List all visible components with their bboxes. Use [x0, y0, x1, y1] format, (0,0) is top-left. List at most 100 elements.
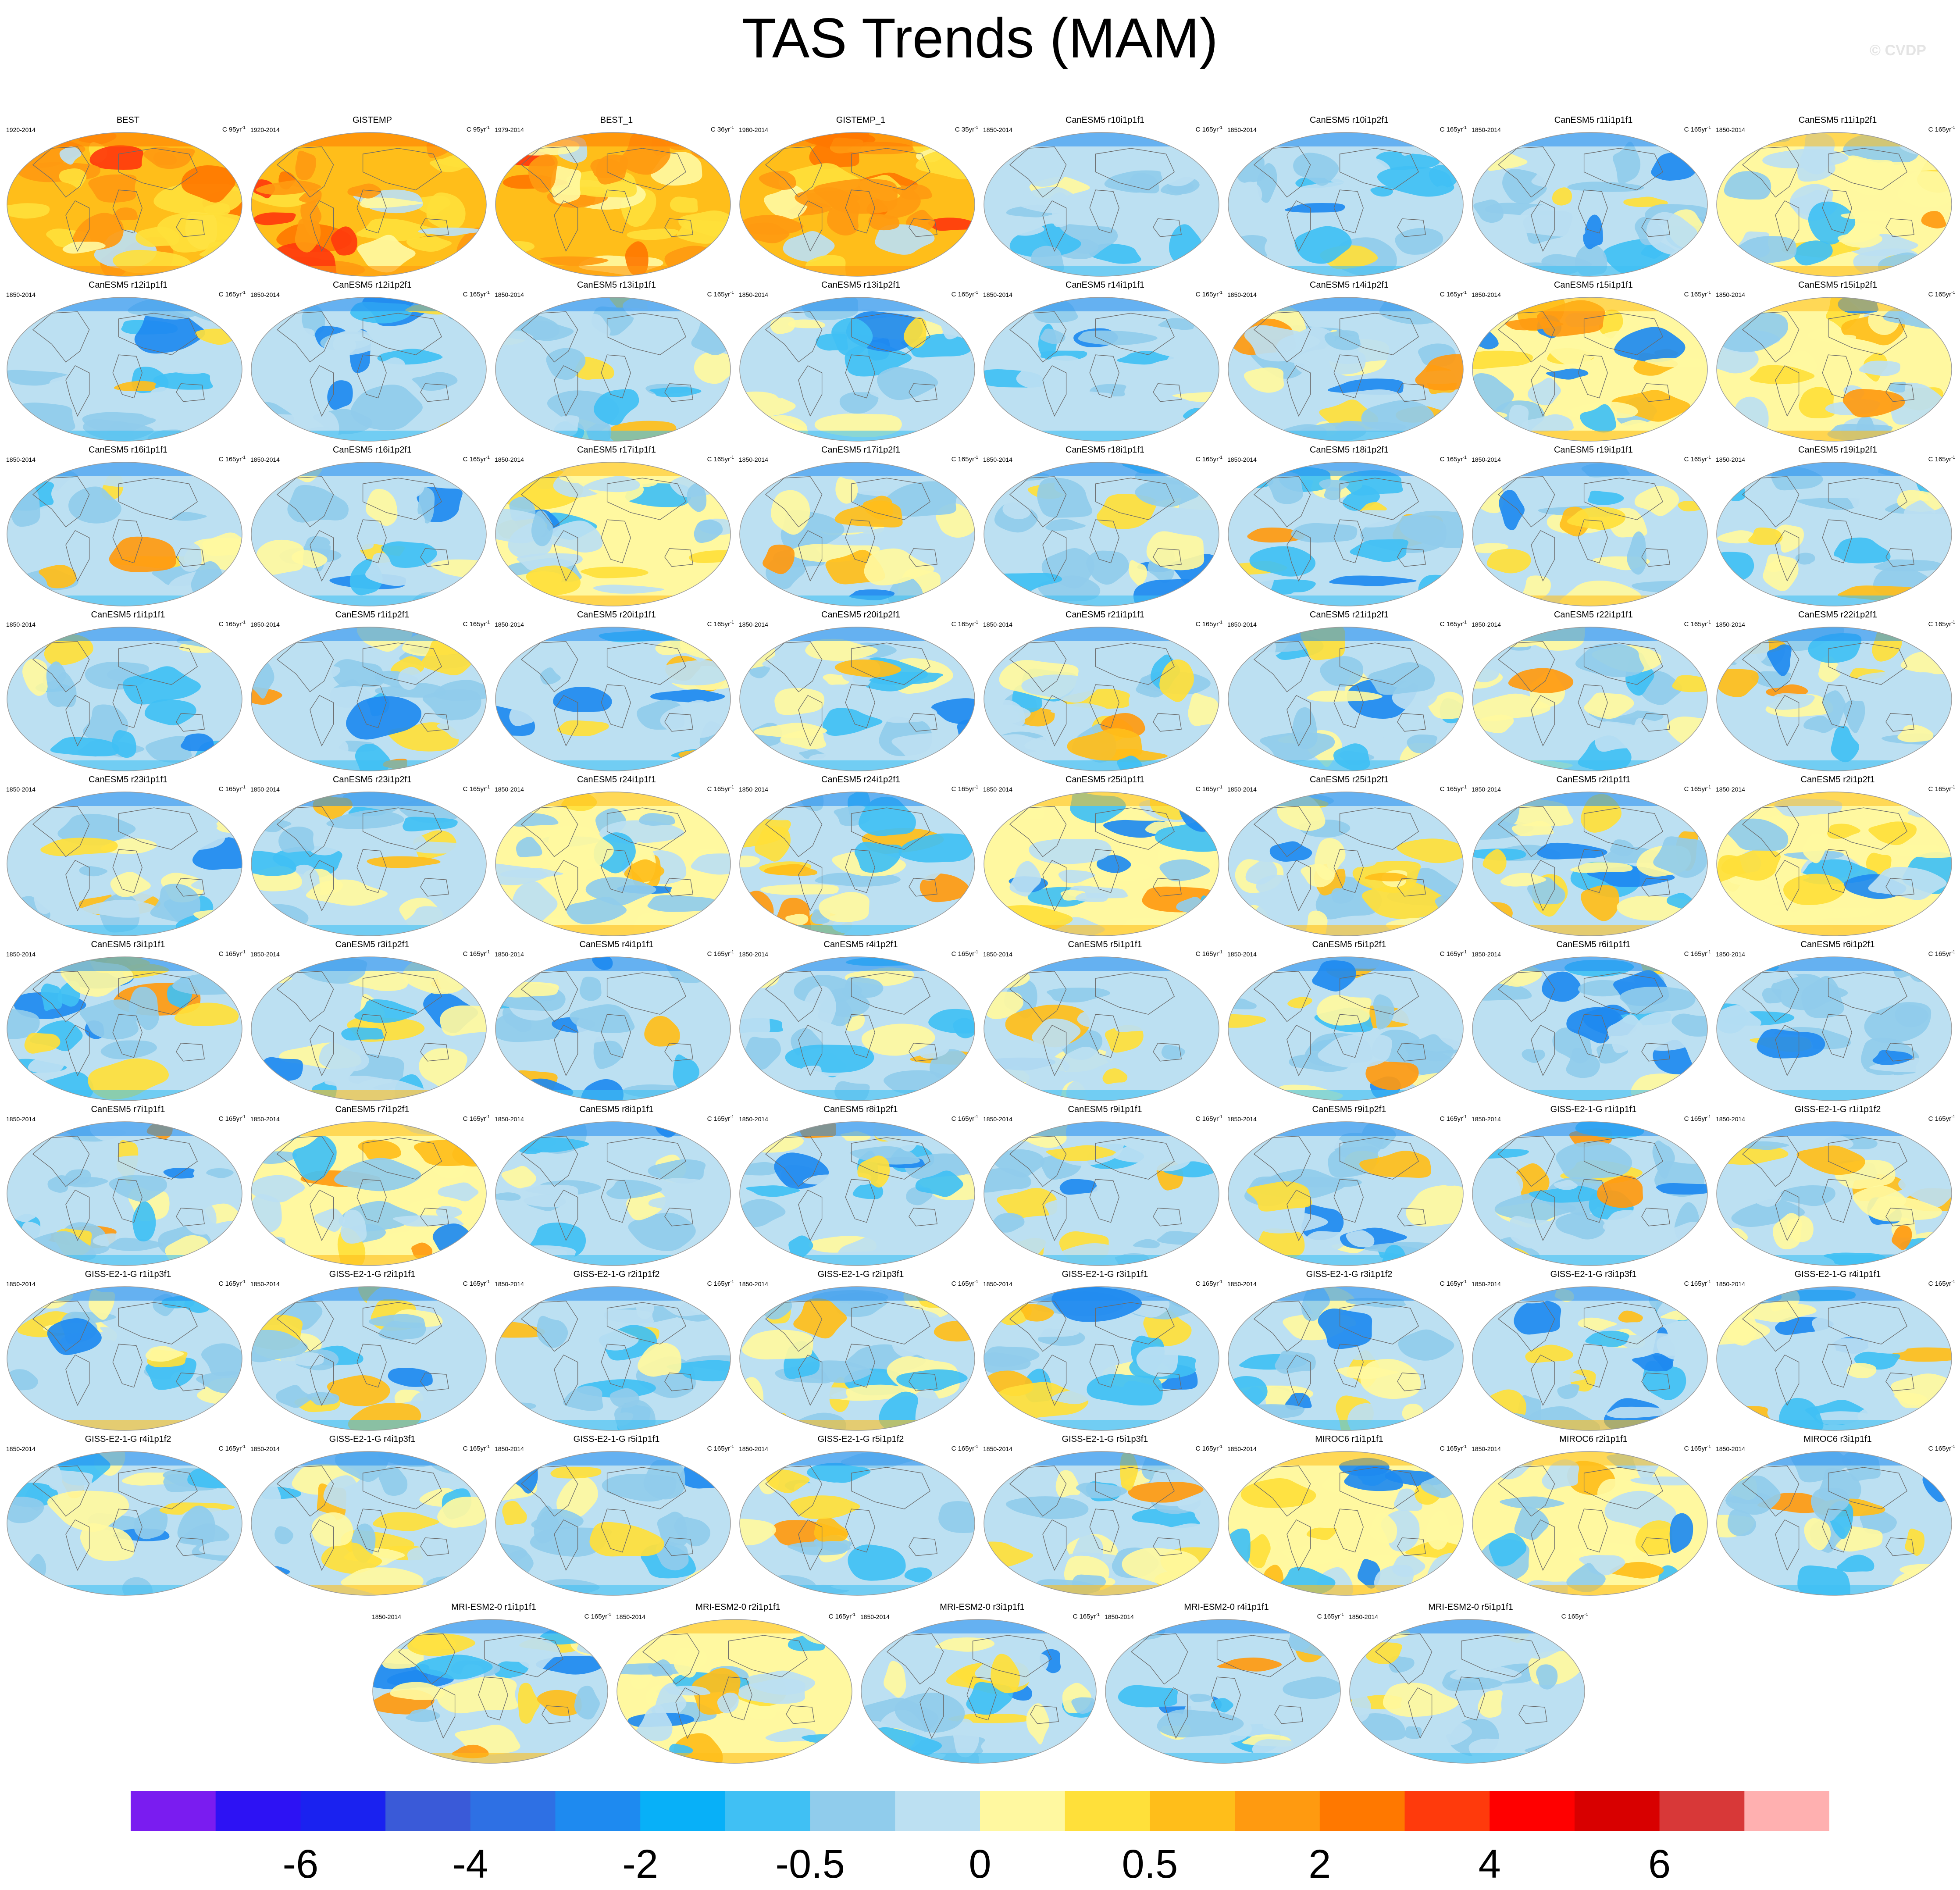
panel-title: CanESM5 r22i1p1f1: [1554, 610, 1633, 620]
trend-region: [196, 1371, 242, 1394]
panel-title: BEST: [116, 115, 140, 125]
map-panel: CanESM5 r4i1p2f1 1850-2014 C 165yr-1: [739, 939, 983, 1104]
panel-period: 1850-2014: [250, 621, 280, 628]
trend-region: [79, 866, 108, 877]
coastline: [1497, 1301, 1555, 1352]
panel-trend-years: 165: [1202, 785, 1213, 793]
trend-region: [1795, 553, 1815, 565]
arctic-band: [1472, 957, 1707, 971]
trend-region: [1247, 528, 1305, 543]
antarctic-band: [1228, 1585, 1463, 1595]
trend-region: [741, 1330, 813, 1360]
coastline: [176, 548, 205, 567]
coastline: [1089, 189, 1119, 234]
map-heatmap: [251, 462, 487, 606]
trend-region: [1252, 1739, 1300, 1763]
coastline: [1641, 383, 1670, 402]
antarctic-band: [251, 1420, 486, 1430]
map-outline: [251, 1451, 487, 1596]
arctic-band: [740, 792, 975, 806]
panel-title: CanESM5 r14i1p1f1: [1065, 280, 1145, 290]
coastline: [310, 695, 334, 747]
arctic-band: [251, 297, 486, 311]
map-panel: CanESM5 r19i1p1f1 1850-2014 C 165yr-1: [1472, 445, 1715, 609]
coastline: [1822, 354, 1852, 399]
map-panel: CanESM5 r16i1p1f1 1850-2014 C 165yr-1: [6, 445, 250, 609]
trend-region: [350, 385, 423, 431]
trend-region: [1757, 1029, 1825, 1059]
trend-region: [1926, 1074, 1945, 1097]
panel-title: CanESM5 r3i1p1f1: [91, 940, 165, 949]
coastline: [1742, 806, 1800, 857]
trend-region: [7, 1009, 40, 1039]
trend-region: [256, 180, 321, 195]
arctic-band: [740, 1287, 975, 1301]
trend-region: [570, 1622, 608, 1655]
colorbar-swatch: [1150, 1791, 1235, 1831]
trend-region: [1748, 527, 1783, 545]
coastline: [1089, 519, 1119, 563]
trend-region: [1369, 1512, 1397, 1544]
map-panel: CanESM5 r4i1p1f1 1850-2014 C 165yr-1: [495, 939, 738, 1104]
map-panel: CanESM5 r10i1p2f1 1850-2014 C 165yr-1: [1227, 115, 1471, 279]
trend-region: [766, 1469, 810, 1494]
trend-region: [406, 1709, 440, 1722]
trend-region: [690, 134, 731, 160]
trend-region: [1128, 1482, 1204, 1503]
trend-region: [1613, 141, 1641, 184]
trend-region: [437, 719, 486, 740]
arctic-band: [251, 957, 486, 971]
trend-region: [1738, 1141, 1789, 1150]
panel-trend-years: 165: [1446, 950, 1458, 958]
trend-region: [1797, 497, 1865, 510]
trend-region: [1904, 957, 1952, 982]
colorbar-tick-label: 4: [1478, 1842, 1501, 1886]
panel-trend-years: 165: [958, 1445, 969, 1452]
coastline: [798, 365, 823, 417]
map-outline: [7, 1121, 242, 1266]
trend-region: [1472, 350, 1533, 369]
trend-region: [953, 1719, 980, 1758]
trend-region: [1404, 1726, 1422, 1739]
panel-title: CanESM5 r5i1p1f1: [1068, 940, 1142, 949]
map-heatmap: [1716, 297, 1952, 442]
coastline: [601, 519, 631, 563]
panel-period: 1850-2014: [983, 1445, 1012, 1452]
trend-region: [740, 856, 760, 867]
coastline: [1828, 1137, 1908, 1180]
panel-period: 1850-2014: [739, 786, 768, 793]
trend-region: [34, 875, 57, 914]
antarctic-band: [251, 925, 486, 936]
panel-period: 1850-2014: [739, 951, 768, 958]
coastline: [664, 1537, 693, 1556]
coastline: [32, 1301, 90, 1352]
map-outline: [251, 627, 487, 771]
coastline: [32, 971, 90, 1022]
coastline: [65, 695, 90, 747]
panel-trend-years: 165: [958, 456, 969, 463]
trend-region: [1050, 703, 1108, 715]
coastline: [112, 1344, 143, 1388]
coastline: [362, 478, 442, 520]
coastline: [1339, 642, 1419, 685]
trend-region: [1717, 668, 1759, 697]
arctic-band: [7, 1451, 242, 1466]
trend-region: [1511, 1027, 1545, 1045]
trend-region: [1522, 414, 1574, 432]
map-heatmap: [739, 132, 975, 277]
arctic-band: [1472, 792, 1707, 806]
panel-trend-years: 165: [1202, 950, 1213, 958]
coastline: [362, 642, 442, 685]
trend-region: [1858, 493, 1883, 523]
panel-period: 1850-2014: [983, 621, 1012, 628]
trend-region: [1556, 1141, 1632, 1180]
panel-period: 1920-2014: [6, 126, 36, 133]
trend-region: [1775, 524, 1804, 553]
trend-region: [579, 977, 602, 1001]
panel-units: C 165yr-1: [1440, 950, 1467, 958]
coastline: [1641, 1208, 1670, 1227]
trend-region: [644, 1016, 680, 1047]
panel-title: CanESM5 r18i1p2f1: [1309, 445, 1389, 455]
map-outline: [1228, 956, 1464, 1101]
trend-region: [7, 529, 80, 548]
